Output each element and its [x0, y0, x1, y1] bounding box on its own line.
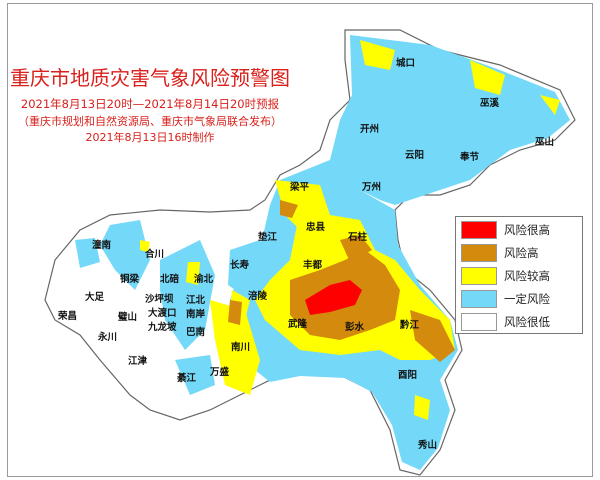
label-yunyang: 云阳 [405, 150, 424, 161]
label-shizhu: 石柱 [347, 231, 368, 243]
legend: 风险很高 风险高 风险较高 一定风险 风险很低 [455, 216, 583, 334]
label-wushan: 巫山 [535, 136, 554, 148]
legend-swatch [461, 290, 497, 308]
label-shapingba: 沙坪坝 [145, 293, 174, 305]
label-bishan: 璧山 [117, 311, 137, 323]
label-yubei: 渝北 [194, 273, 214, 285]
legend-label: 风险高 [504, 246, 539, 260]
label-rongchang: 荣昌 [57, 310, 77, 322]
legend-item-high: 风险高 [461, 244, 539, 262]
label-jiangbei: 江北 [186, 294, 206, 306]
label-fengjie: 奉节 [459, 151, 480, 163]
legend-label: 风险很高 [504, 223, 550, 237]
label-wanzhou: 万州 [361, 182, 381, 193]
made-time: 2021年8月13日16时制作 [85, 131, 215, 144]
label-chengkou: 城口 [396, 57, 415, 69]
label-yongchuan: 永川 [97, 331, 117, 343]
legend-item-very-high: 风险很高 [461, 221, 550, 239]
label-qianjiang: 黔江 [399, 319, 420, 331]
label-fuling: 涪陵 [248, 290, 268, 302]
label-tongliang: 铜梁 [120, 273, 140, 285]
label-pengshui: 彭水 [345, 321, 365, 333]
legend-item-fairly-high: 风险较高 [461, 267, 550, 285]
label-nanchuan: 南川 [231, 341, 250, 353]
forecast-period: 2021年8月13日20时—2021年8月14日20时预报 [20, 97, 280, 111]
label-jiangjin: 江津 [128, 355, 148, 367]
label-xiushan: 秀山 [417, 439, 437, 451]
label-qijiang: 綦江 [176, 372, 197, 384]
label-zhongxian: 忠县 [306, 221, 326, 233]
legend-item-some: 一定风险 [461, 290, 550, 308]
legend-label: 风险较高 [504, 269, 550, 283]
label-dianjiang: 垫江 [258, 231, 278, 243]
label-beibei: 北碚 [160, 273, 180, 285]
legend-item-very-low: 风险很低 [461, 313, 550, 331]
label-dadukou: 大渡口 [148, 307, 177, 319]
district-labels: 城口 巫溪 开州 巫山 云阳 奉节 梁平 万州 忠县 垫江 石柱 丰都 长寿 涪… [57, 57, 554, 451]
legend-label: 一定风险 [504, 292, 550, 306]
map-title: 重庆市地质灾害气象风险预警图 [10, 66, 290, 90]
label-kaizhou: 开州 [360, 124, 379, 135]
label-changshou: 长寿 [230, 259, 250, 271]
legend-swatch [461, 313, 497, 331]
label-wuxi: 巫溪 [480, 97, 500, 109]
label-liangping: 梁平 [289, 181, 310, 193]
label-dazu: 大足 [85, 291, 105, 303]
legend-swatch [461, 267, 497, 285]
label-wulong: 武隆 [288, 318, 308, 330]
label-nanan: 南岸 [186, 308, 206, 320]
issuer: （重庆市规划和自然资源局、重庆市气象局联合发布） [18, 115, 282, 128]
label-wansheng: 万盛 [209, 366, 230, 378]
map-frame [7, 3, 593, 477]
label-hechuan: 合川 [145, 248, 164, 260]
risk-level-red [305, 280, 362, 315]
label-youyang: 酉阳 [398, 370, 417, 381]
label-fengdu: 丰都 [303, 259, 323, 271]
label-tongnan: 潼南 [92, 239, 112, 251]
legend-label: 风险很低 [504, 315, 550, 329]
label-jiulongpo: 九龙坡 [147, 321, 177, 333]
legend-swatch [461, 221, 497, 239]
label-banan: 巴南 [186, 326, 206, 338]
legend-swatch [461, 244, 497, 262]
